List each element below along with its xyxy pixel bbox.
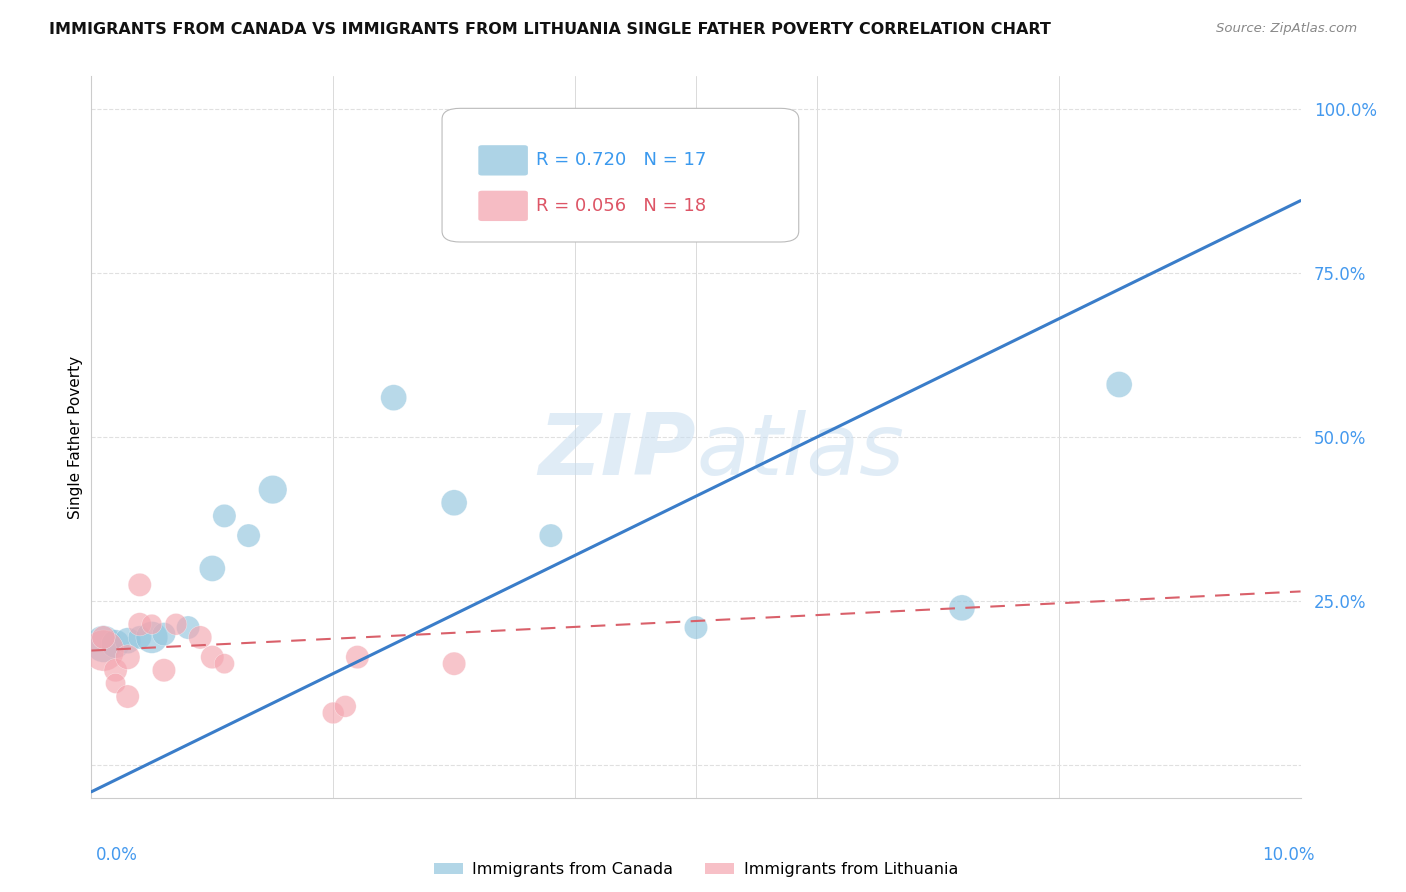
Point (335, 699, 357, 714)
Point (214, 508, 236, 523)
Point (104, 637, 127, 651)
Point (128, 617, 150, 632)
Point (443, 657, 465, 671)
FancyBboxPatch shape (478, 191, 527, 221)
Point (201, 561, 224, 575)
Text: IMMIGRANTS FROM CANADA VS IMMIGRANTS FROM LITHUANIA SINGLE FATHER POVERTY CORREL: IMMIGRANTS FROM CANADA VS IMMIGRANTS FRO… (49, 22, 1052, 37)
Text: atlas: atlas (696, 410, 904, 493)
Point (93, 643, 115, 657)
Point (238, 528, 260, 542)
Text: 10.0%: 10.0% (1263, 846, 1315, 863)
Point (93, 637, 115, 651)
Point (93, 631, 115, 645)
Point (128, 631, 150, 645)
Point (117, 633, 139, 648)
Text: Source: ZipAtlas.com: Source: ZipAtlas.com (1216, 22, 1357, 36)
Point (1108, 377, 1130, 392)
Point (262, 483, 284, 497)
Point (104, 663, 127, 677)
Point (685, 621, 707, 635)
Point (104, 676, 127, 690)
Point (188, 631, 211, 645)
Point (177, 621, 200, 635)
Point (443, 496, 465, 510)
Y-axis label: Single Father Poverty: Single Father Poverty (67, 356, 83, 518)
Point (117, 650, 139, 665)
Point (117, 690, 139, 704)
Point (201, 650, 224, 665)
Point (322, 706, 344, 720)
Point (141, 631, 163, 645)
Point (950, 600, 973, 615)
Legend: Immigrants from Canada, Immigrants from Lithuania: Immigrants from Canada, Immigrants from … (427, 855, 965, 883)
Text: R = 0.056   N = 18: R = 0.056 N = 18 (536, 197, 706, 215)
Text: 0.0%: 0.0% (96, 846, 138, 863)
Point (153, 663, 176, 677)
Point (141, 617, 163, 632)
Point (214, 657, 236, 671)
FancyBboxPatch shape (478, 145, 527, 176)
Point (153, 627, 176, 641)
Text: ZIP: ZIP (538, 410, 696, 493)
Point (165, 617, 187, 632)
Point (128, 578, 150, 592)
Point (382, 391, 405, 405)
Text: R = 0.720   N = 17: R = 0.720 N = 17 (536, 152, 707, 169)
FancyBboxPatch shape (441, 108, 799, 242)
Point (346, 650, 368, 665)
Point (540, 528, 562, 542)
